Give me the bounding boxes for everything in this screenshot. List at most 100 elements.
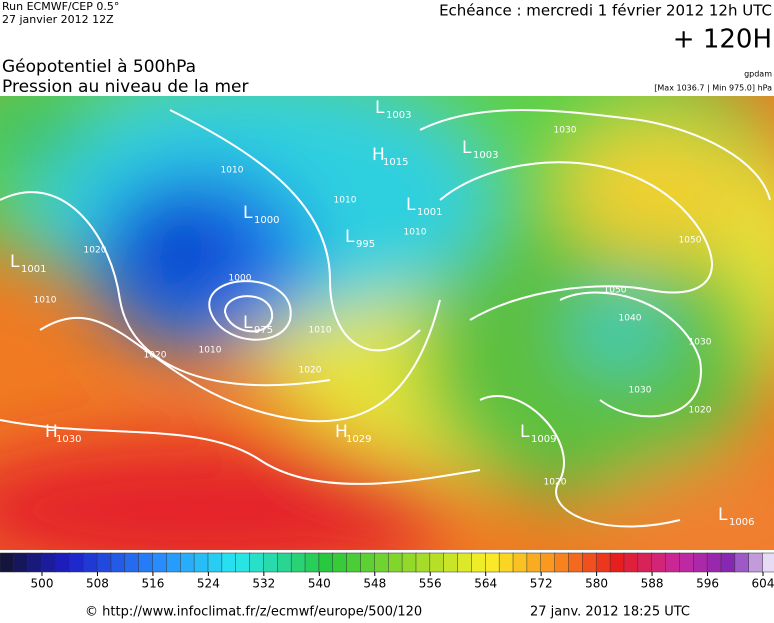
- isobar-label: 1010: [334, 196, 357, 206]
- colorbar-swatch: [526, 552, 542, 573]
- isobar-label: 1030: [629, 386, 652, 396]
- colorbar-tick-label: 532: [252, 577, 275, 591]
- colorbar-swatch: [595, 552, 611, 573]
- colorbar-swatch: [720, 552, 736, 573]
- colorbar-tick-label: 524: [197, 577, 220, 591]
- colorbar-swatch: [401, 552, 417, 573]
- source: gpdam: [744, 70, 772, 79]
- colorbar-swatch: [651, 552, 667, 573]
- colorbar-swatch: [665, 552, 681, 573]
- colorbar-swatch: [360, 552, 376, 573]
- isobar-label: 1020: [689, 406, 712, 416]
- isobar-label: 1040: [619, 314, 642, 324]
- colorbar-swatch: [637, 552, 653, 573]
- colorbar: 500 508 516 524 532 540 548 556 564 572 580 588 596 6…: [0, 552, 774, 591]
- colorbar-swatch: [734, 552, 750, 573]
- colorbar-swatch: [332, 552, 348, 573]
- isobar-label: 1030: [554, 126, 577, 136]
- echeance: Echéance : mercredi 1 février 2012 12h U…: [439, 2, 772, 20]
- center-symbol: L: [718, 505, 728, 525]
- center-value: 1003: [386, 110, 411, 121]
- colorbar-swatch: [471, 552, 487, 573]
- colorbar-swatch: [277, 552, 292, 573]
- center-symbol: H: [45, 422, 58, 442]
- colorbar-swatch: [221, 552, 237, 573]
- colorbar-tick-label: 596: [696, 577, 719, 591]
- footer-timestamp: 27 janv. 2012 18:25 UTC: [530, 605, 690, 620]
- colorbar-swatch: [568, 552, 584, 573]
- title-geopotential: Géopotentiel à 500hPa: [2, 57, 196, 77]
- colorbar-swatch: [457, 552, 473, 573]
- center-value: 1001: [21, 264, 46, 275]
- title-pressure: Pression au niveau de la mer: [2, 77, 248, 97]
- center-symbol: L: [520, 422, 530, 442]
- colorbar-swatch: [693, 552, 708, 573]
- center-symbol: L: [243, 203, 253, 223]
- center-value: 1001: [417, 207, 442, 218]
- center-value: 1015: [383, 157, 408, 168]
- colorbar-swatch: [166, 552, 181, 573]
- isobar-label: 1010: [309, 326, 332, 336]
- colorbar-swatch: [82, 552, 98, 573]
- isobars: [0, 109, 771, 528]
- colorbar-swatch: [180, 552, 195, 573]
- field-shading: [0, 96, 774, 550]
- isobar-label: 1010: [199, 346, 222, 356]
- colorbar-swatch: [748, 552, 764, 573]
- center-value: 995: [356, 239, 375, 250]
- center-symbol: L: [462, 138, 472, 158]
- run-label: Run ECMWF/CEP 0.5°: [2, 0, 119, 13]
- center-symbol: L: [345, 227, 355, 247]
- colorbar-tick-label: 516: [141, 577, 164, 591]
- colorbar-swatch: [41, 552, 57, 573]
- colorbar-swatch: [318, 552, 334, 573]
- lead-time: + 120H: [673, 25, 772, 55]
- colorbar-tick-label: 604: [752, 577, 774, 591]
- colorbar-swatch: [415, 552, 431, 573]
- colorbar-swatch: [304, 552, 320, 573]
- isobar-label: 1030: [689, 338, 712, 348]
- colorbar-swatch: [443, 552, 459, 573]
- center-symbol: L: [243, 313, 253, 333]
- colorbar-tick-label: 588: [641, 577, 664, 591]
- colorbar-swatch: [623, 552, 639, 573]
- colorbar-swatch: [0, 552, 15, 573]
- colorbar-swatch: [13, 552, 29, 573]
- center-value: 1000: [254, 215, 279, 226]
- colorbar-swatch: [96, 552, 112, 573]
- colorbar-tick-label: 508: [86, 577, 109, 591]
- center-symbol: L: [10, 252, 20, 272]
- colorbar-swatch: [207, 552, 223, 573]
- center-symbol: H: [372, 145, 385, 165]
- colorbar-swatch: [152, 552, 168, 573]
- colorbar-swatch: [554, 552, 570, 573]
- colorbar-swatch: [582, 552, 597, 573]
- colorbar-tick-label: 548: [363, 577, 386, 591]
- colorbar-swatch: [27, 552, 43, 573]
- colorbar-tick-label: 500: [31, 577, 54, 591]
- colorbar-swatch: [55, 552, 71, 573]
- colorbar-swatch: [235, 552, 251, 573]
- center-value: 1009: [531, 434, 556, 445]
- pressure-range: [Max 1036.7 | Min 975.0] hPa: [654, 84, 772, 93]
- center-value: 1030: [56, 434, 81, 445]
- colorbar-swatch: [762, 552, 774, 573]
- colorbar-swatch: [193, 552, 209, 573]
- isobar-label: 1020: [544, 478, 567, 488]
- colorbar-swatch: [346, 552, 362, 573]
- center-symbol: L: [406, 195, 416, 215]
- isobar-label: 1020: [84, 246, 107, 256]
- center-value: 1006: [729, 517, 754, 528]
- run-date: 27 janvier 2012 12Z: [2, 13, 114, 26]
- colorbar-swatch: [512, 552, 528, 573]
- center-value: 1029: [346, 434, 371, 445]
- colorbar-swatch: [124, 552, 140, 573]
- colorbar-swatch: [679, 552, 695, 573]
- colorbar-tick-label: 572: [530, 577, 553, 591]
- colorbar-swatch: [609, 552, 625, 573]
- isobar-label: 1010: [221, 166, 244, 176]
- colorbar-tick-label: 580: [585, 577, 608, 591]
- colorbar-tick-label: 564: [474, 577, 497, 591]
